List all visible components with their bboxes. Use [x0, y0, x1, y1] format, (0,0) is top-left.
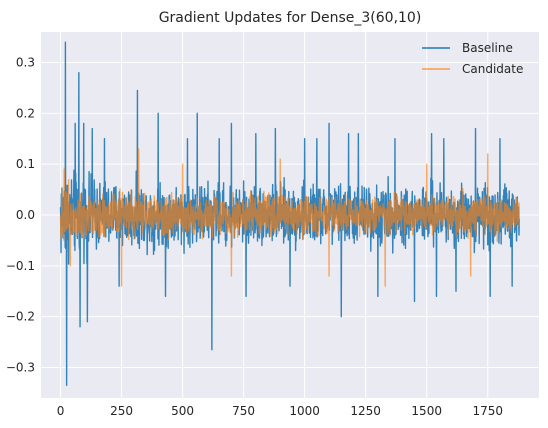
- x-tick-label: 0: [57, 404, 65, 418]
- legend: Baseline Candidate: [422, 41, 523, 76]
- x-tick-label: 500: [171, 404, 194, 418]
- y-tick-label: 0.2: [16, 106, 35, 120]
- y-tick-label: 0.0: [16, 208, 35, 222]
- x-tick-label: 750: [232, 404, 255, 418]
- series-layer: [59, 41, 520, 386]
- y-tick-label: −0.1: [6, 259, 35, 273]
- y-tick-label: −0.2: [6, 310, 35, 324]
- x-axis-ticks: 0 250 500 750 1000 1250 1500 1750: [57, 404, 503, 418]
- x-tick-label: 1000: [289, 404, 320, 418]
- y-tick-label: 0.1: [16, 157, 35, 171]
- x-tick-label: 1500: [411, 404, 442, 418]
- chart-title: Gradient Updates for Dense_3(60,10): [159, 10, 422, 26]
- series-line-candidate: [59, 148, 520, 287]
- y-tick-label: 0.3: [16, 56, 35, 70]
- x-tick-label: 1250: [350, 404, 381, 418]
- x-tick-label: 1750: [472, 404, 503, 418]
- y-tick-label: −0.3: [6, 361, 35, 375]
- legend-label-candidate: Candidate: [462, 62, 523, 76]
- x-tick-label: 250: [110, 404, 133, 418]
- y-axis-ticks: −0.3 −0.2 −0.1 0.0 0.1 0.2 0.3: [6, 56, 35, 375]
- legend-label-baseline: Baseline: [462, 41, 513, 55]
